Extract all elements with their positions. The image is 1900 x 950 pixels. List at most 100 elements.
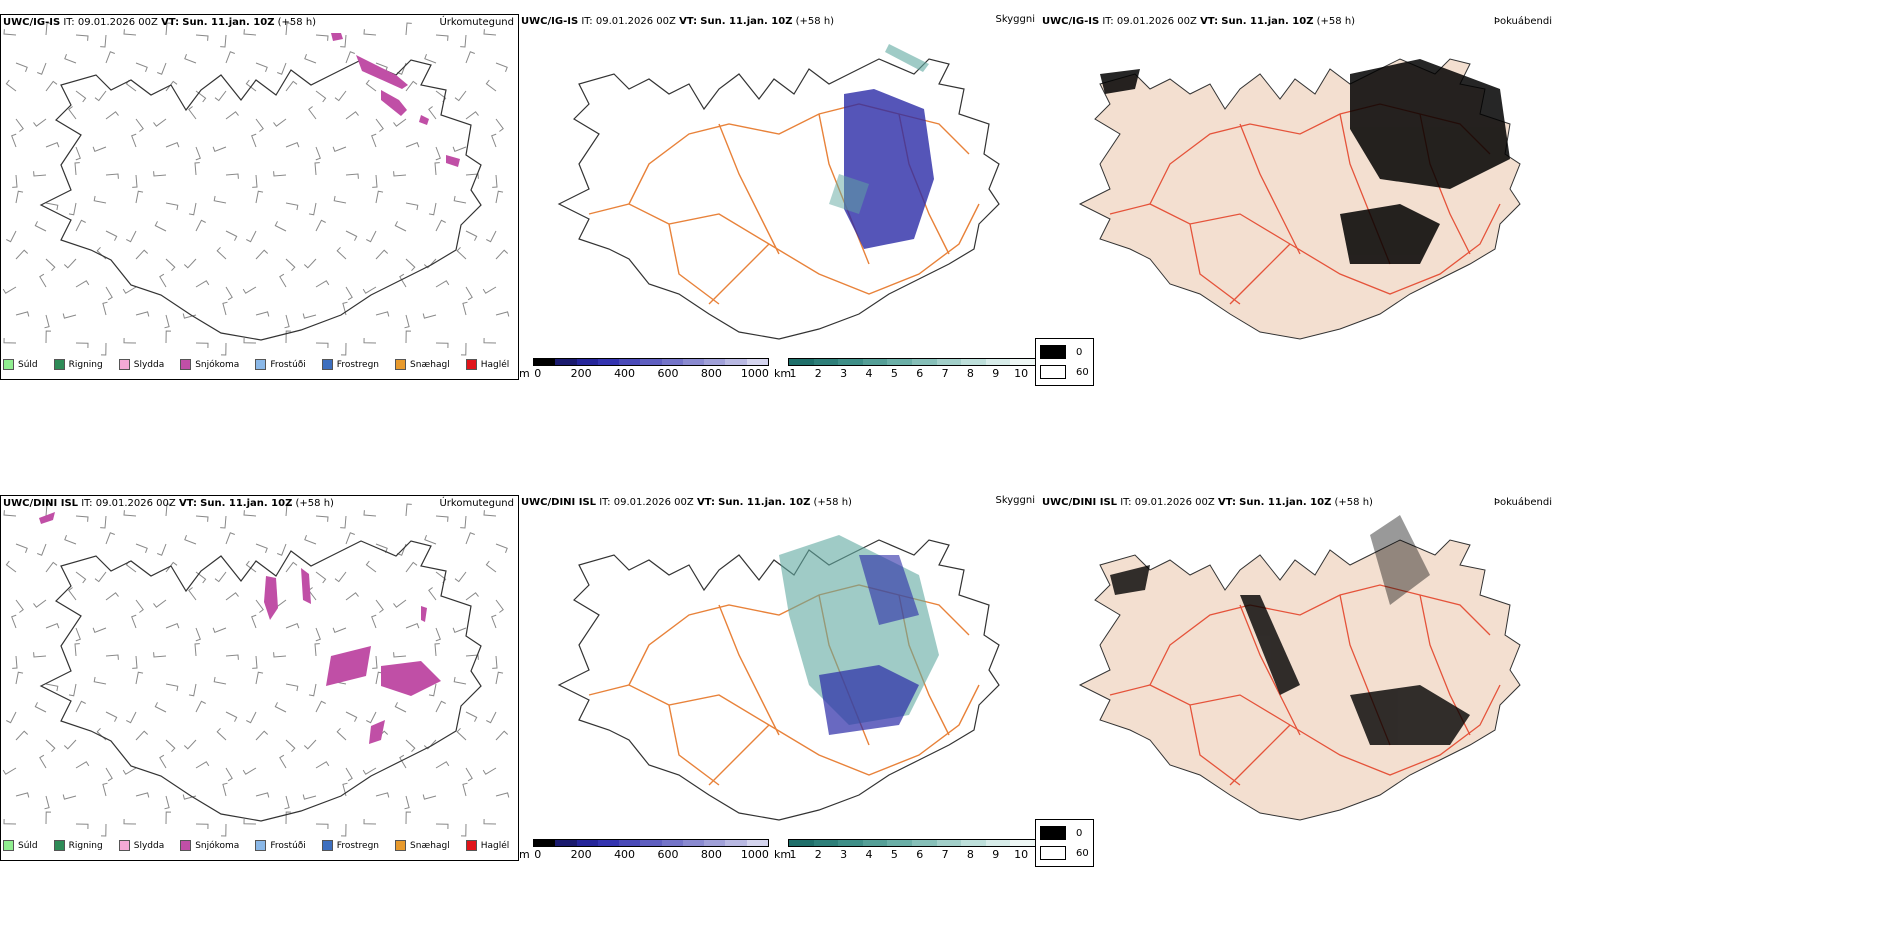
precip-type-map	[2, 503, 510, 837]
road-line	[1239, 123, 1301, 255]
wind-barb	[315, 90, 327, 103]
wind-barb	[15, 249, 29, 260]
panel-title: Skyggni	[995, 14, 1035, 25]
wind-barb	[345, 173, 359, 179]
road-line	[718, 604, 780, 736]
model-name: UWC/DINI ISL	[3, 498, 79, 509]
wind-barb	[399, 754, 407, 769]
road-line	[1229, 243, 1291, 305]
wind-barb	[304, 535, 317, 545]
legend-swatch	[3, 840, 14, 851]
wind-barb	[165, 258, 176, 272]
wind-barb	[424, 535, 437, 545]
visibility-map	[557, 535, 1000, 821]
wind-barb	[165, 330, 172, 344]
wind-barb	[11, 614, 17, 629]
wind-barb	[93, 195, 107, 204]
legend-entry: Snjókoma	[180, 359, 239, 370]
wind-barb	[393, 171, 407, 177]
colorbar-segment	[534, 840, 556, 846]
wind-barb	[214, 90, 227, 102]
wind-barb	[68, 202, 77, 216]
wind-barb	[188, 106, 197, 120]
wind-barb	[422, 794, 437, 800]
visibility-areas	[779, 535, 939, 735]
wind-barb	[15, 190, 24, 204]
wind-barb	[454, 571, 467, 583]
wind-barb	[131, 133, 137, 148]
fog-legend-entry: 60	[1040, 843, 1089, 863]
colorbar-tick: 6	[916, 367, 924, 380]
wind-barb	[405, 330, 412, 344]
wind-barb	[214, 571, 227, 583]
wind-barb	[135, 190, 144, 204]
wind-barb	[126, 230, 137, 243]
wind-barb	[363, 29, 377, 36]
wind-barb	[3, 29, 17, 36]
colorbar-segment	[555, 359, 577, 365]
lead-time: (+58 h)	[295, 498, 334, 509]
legend-entry: Snæhagl	[395, 840, 450, 851]
colorbar-segment	[813, 359, 839, 365]
wind-barb	[405, 811, 412, 825]
colorbar-segment	[661, 359, 683, 365]
wind-barb	[195, 627, 201, 642]
fog-legend-entry: 0	[1040, 823, 1089, 843]
colorbar-segment	[534, 359, 556, 365]
legend-entry: Slydda	[118, 359, 164, 370]
legend-swatch	[3, 359, 14, 370]
wind-barb	[63, 258, 77, 269]
colorbar-tick: 5	[890, 848, 898, 861]
wind-barb	[315, 34, 329, 41]
wind-barb	[195, 571, 207, 584]
legend-swatch	[180, 359, 192, 370]
wind-barb	[75, 761, 90, 769]
wind-barb	[375, 249, 389, 260]
colorbar-segment	[725, 359, 747, 365]
wind-barb	[34, 221, 47, 232]
wind-barb	[285, 80, 298, 92]
wind-barb	[482, 767, 497, 775]
legend-label: Frostregn	[336, 359, 380, 370]
colorbar-strip	[533, 839, 769, 847]
wind-barb	[365, 560, 377, 573]
wind-barb	[483, 818, 497, 825]
wind-barb	[303, 258, 317, 269]
wind-barb	[255, 249, 269, 260]
legend-swatch	[395, 840, 407, 851]
road-line	[588, 684, 980, 776]
wind-barb	[195, 700, 206, 713]
wind-barb	[184, 535, 197, 545]
wind-barb	[154, 702, 167, 713]
wind-barb	[135, 311, 150, 317]
wind-barb	[483, 337, 497, 344]
wind-barb	[3, 510, 17, 517]
wind-barb	[105, 230, 118, 241]
wind-barb	[37, 62, 47, 75]
wind-barb	[195, 515, 209, 522]
colorbar-segment	[661, 840, 683, 846]
wind-barb	[255, 730, 269, 741]
wind-barb	[105, 111, 119, 120]
wind-barb	[195, 219, 206, 232]
wind-barb	[255, 599, 264, 613]
wind-barb	[452, 627, 467, 633]
wind-barb	[495, 671, 504, 685]
fog-areas	[1110, 515, 1470, 745]
fog-legend-swatch	[1040, 826, 1066, 840]
wind-barb	[372, 174, 378, 188]
vt-value: Sun. 11.jan. 10Z	[1221, 16, 1314, 27]
fog-legend: 0 60	[1035, 338, 1094, 386]
wind-barb	[435, 627, 441, 642]
wind-barb	[44, 314, 50, 329]
it-label: IT:	[581, 16, 593, 27]
visibility-areas	[829, 44, 934, 249]
wind-barb	[435, 219, 446, 232]
wind-barb	[345, 767, 353, 782]
wind-barb	[153, 599, 167, 608]
colorbar-segment	[862, 840, 888, 846]
visibility-km-colorbar: km 1 2 3 4 5 6 7 8 9 10	[774, 839, 1036, 861]
legend-label: Snæhagl	[410, 840, 450, 851]
wind-barb	[255, 543, 268, 553]
wind-barb	[303, 739, 317, 750]
